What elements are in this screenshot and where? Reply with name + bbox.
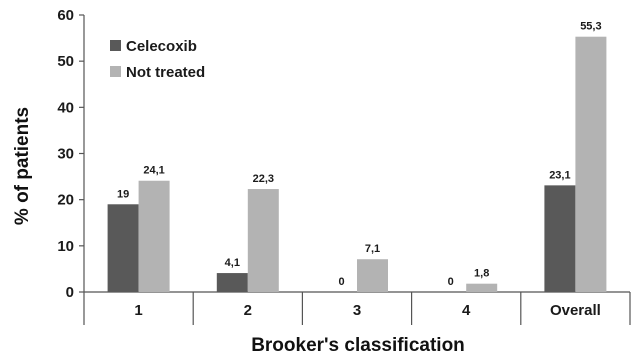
bars — [107, 36, 607, 292]
data-label: 24,1 — [143, 165, 164, 177]
legend-label: Celecoxib — [126, 38, 197, 55]
y-tick-label: 0 — [66, 284, 74, 301]
data-label: 23,1 — [549, 169, 570, 181]
x-tick-label: 4 — [462, 302, 471, 319]
x-tick-label: 1 — [134, 302, 142, 319]
y-axis-title: % of patients — [12, 107, 33, 225]
data-label: 19 — [117, 188, 129, 200]
x-axis-title: Brooker's classification — [251, 335, 465, 356]
data-label: 0 — [338, 276, 344, 288]
data-label: 4,1 — [225, 257, 240, 269]
legend: Celecoxib Not treated — [110, 38, 205, 81]
bar — [357, 259, 388, 292]
bar — [216, 273, 248, 292]
value-labels: 19 24,1 4,1 22,3 0 7,1 0 1,8 23,1 55,3 — [117, 21, 602, 288]
bar — [247, 189, 279, 292]
bar — [544, 185, 576, 292]
legend-label: Not treated — [126, 64, 205, 81]
y-tick-label: 10 — [57, 238, 74, 255]
y-tick-label: 60 — [57, 7, 74, 24]
x-tick-label: Overall — [550, 302, 601, 319]
legend-swatch — [110, 66, 121, 77]
bar — [138, 180, 170, 292]
data-label: 0 — [448, 276, 454, 288]
bar — [107, 204, 139, 292]
legend-swatch — [110, 40, 121, 51]
y-tick-label: 50 — [57, 53, 74, 70]
y-tick-label: 40 — [57, 99, 74, 116]
data-label: 55,3 — [580, 21, 601, 33]
bar — [466, 283, 498, 292]
data-label: 22,3 — [253, 173, 274, 185]
x-tick-label: 3 — [353, 302, 361, 319]
data-label: 1,8 — [474, 268, 489, 280]
bar — [575, 36, 607, 292]
y-tick-label: 30 — [57, 146, 74, 163]
y-tick-label: 20 — [57, 192, 74, 209]
data-label: 7,1 — [365, 243, 380, 255]
x-tick-label: 2 — [244, 302, 252, 319]
axes: 0 10 20 30 40 50 60 1 2 3 4 Overall — [57, 7, 631, 325]
